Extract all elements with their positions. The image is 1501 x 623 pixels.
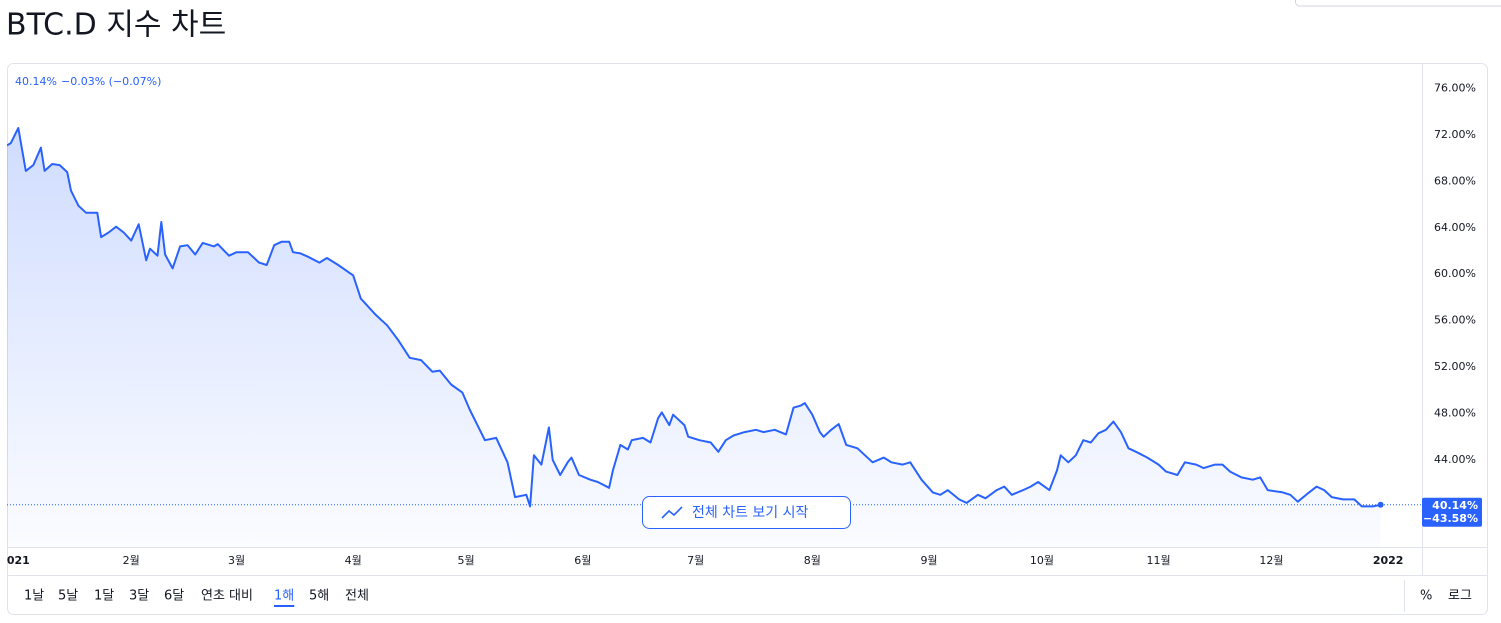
range-button[interactable]: 1달 [94,589,114,604]
y-tick-label: 48.00% [1434,407,1476,420]
y-tick-label: 44.00% [1434,453,1476,466]
page-title: BTC.D 지수 차트 [6,8,226,43]
x-tick-label: 2021 [0,554,30,567]
legend-value: 40.14% [15,75,57,88]
x-tick-label: 6월 [574,554,591,567]
scale-toggle[interactable]: 로그 [1448,589,1472,604]
y-tick-label: 60.00% [1434,267,1476,280]
x-tick-label: 10월 [1030,554,1054,567]
range-button[interactable]: 전체 [345,589,369,604]
full-chart-button[interactable]: 전체 차트 보기 시작 [643,497,851,529]
scale-toggle[interactable]: % [1420,589,1432,604]
badge-change: −43.58% [1423,512,1478,525]
x-tick-label: 7월 [687,554,704,567]
range-button[interactable]: 1날 [24,589,44,604]
legend-change: −0.03% (−0.07%) [61,75,161,88]
x-tick-label: 2022 [1373,554,1404,567]
y-tick-label: 76.00% [1434,82,1476,95]
x-tick-label: 12월 [1259,554,1283,567]
x-tick-label: 4월 [345,554,362,567]
range-button[interactable]: 1해 [274,589,294,604]
x-tick-label: 8월 [804,554,821,567]
y-tick-label: 72.00% [1434,128,1476,141]
y-tick-label: 56.00% [1434,314,1476,327]
y-tick-label: 52.00% [1434,360,1476,373]
range-button[interactable]: 3달 [129,589,149,604]
x-tick-label: 11월 [1147,554,1171,567]
y-tick-label: 64.00% [1434,221,1476,234]
x-tick-label: 9월 [920,554,937,567]
x-tick-label: 2월 [123,554,140,567]
x-tick-label: 5월 [458,554,475,567]
range-button[interactable]: 6달 [164,589,184,604]
dropdown-edge [1296,0,1501,6]
range-button[interactable]: 5해 [309,589,329,604]
button-label: 전체 차트 보기 시작 [692,505,809,521]
last-point [1378,502,1384,508]
range-button[interactable]: 연초 대비 [201,589,253,604]
range-button[interactable]: 5날 [58,589,78,604]
x-tick-label: 3월 [228,554,245,567]
y-tick-label: 68.00% [1434,174,1476,187]
badge-value: 40.14% [1432,499,1478,512]
